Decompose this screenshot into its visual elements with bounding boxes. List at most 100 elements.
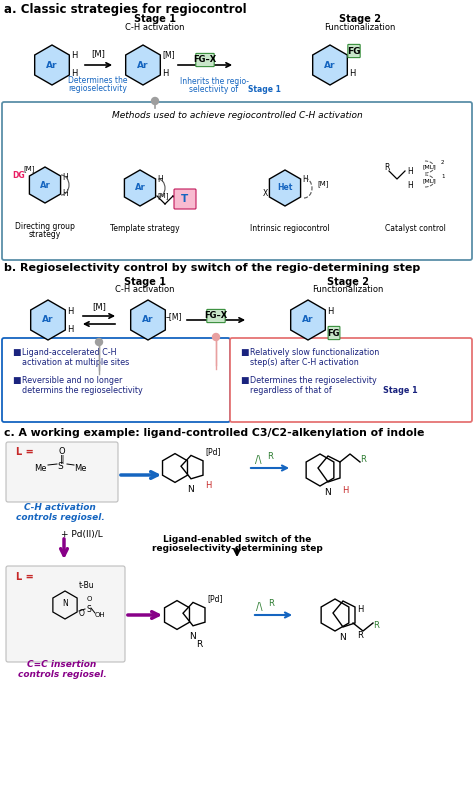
Text: H: H — [62, 189, 68, 197]
Text: Ar: Ar — [137, 61, 149, 70]
Text: OH: OH — [95, 612, 106, 618]
FancyBboxPatch shape — [207, 309, 225, 323]
Text: O: O — [87, 596, 92, 602]
Text: H: H — [357, 605, 364, 614]
FancyBboxPatch shape — [2, 102, 472, 260]
Text: H: H — [62, 173, 68, 181]
Text: C-H activation: C-H activation — [115, 285, 175, 294]
FancyBboxPatch shape — [328, 327, 340, 340]
Text: H: H — [71, 70, 77, 78]
Text: selectivity of: selectivity of — [189, 85, 241, 94]
Text: X: X — [263, 189, 268, 197]
Polygon shape — [291, 300, 325, 340]
Text: Ar: Ar — [46, 61, 58, 70]
Text: Ar: Ar — [324, 61, 336, 70]
Text: determins the regioselectivity: determins the regioselectivity — [22, 386, 143, 395]
Text: Inherits the regio-: Inherits the regio- — [181, 77, 249, 86]
Text: H: H — [407, 166, 413, 176]
Text: a. Classic strategies for regiocontrol: a. Classic strategies for regiocontrol — [4, 3, 246, 16]
Text: Ar: Ar — [40, 181, 50, 189]
Polygon shape — [29, 167, 61, 203]
Text: FG: FG — [328, 328, 340, 337]
FancyBboxPatch shape — [348, 45, 360, 58]
Text: H: H — [162, 70, 168, 78]
Text: Methods used to achieve regiocontrolled C-H activation: Methods used to achieve regiocontrolled … — [111, 111, 363, 120]
Text: 1: 1 — [441, 174, 445, 180]
Text: controls regiosel.: controls regiosel. — [16, 513, 104, 522]
Text: Me: Me — [34, 464, 46, 473]
Text: H: H — [349, 70, 356, 78]
FancyBboxPatch shape — [174, 189, 196, 209]
Text: C=C insertion: C=C insertion — [27, 660, 97, 669]
Text: N: N — [190, 632, 196, 641]
Text: S: S — [57, 462, 63, 471]
Text: Determines the: Determines the — [68, 76, 128, 85]
Text: /\: /\ — [256, 602, 263, 612]
Text: + Pd(II)/L: + Pd(II)/L — [61, 530, 103, 539]
Text: regardless of that of: regardless of that of — [250, 386, 334, 395]
Circle shape — [95, 339, 102, 345]
Text: L =: L = — [16, 572, 34, 582]
Text: controls regiosel.: controls regiosel. — [18, 670, 106, 679]
Text: H: H — [205, 481, 211, 490]
Text: H: H — [67, 324, 73, 333]
Polygon shape — [126, 45, 160, 85]
Text: Het: Het — [277, 184, 292, 193]
Text: H: H — [327, 307, 333, 316]
Text: H: H — [342, 486, 348, 495]
Text: activation at multiple sites: activation at multiple sites — [22, 358, 129, 367]
FancyBboxPatch shape — [6, 566, 125, 662]
Text: N: N — [325, 488, 331, 497]
Text: C-H activation: C-H activation — [125, 23, 185, 32]
Text: N: N — [188, 485, 194, 494]
Polygon shape — [269, 170, 301, 206]
Text: [M]: [M] — [317, 181, 328, 188]
Polygon shape — [124, 170, 155, 206]
Text: H: H — [407, 181, 413, 189]
Text: ■: ■ — [12, 376, 20, 385]
Text: –[M]: –[M] — [166, 312, 182, 321]
Text: H: H — [67, 307, 73, 316]
Text: Functionalization: Functionalization — [312, 285, 383, 294]
Text: N: N — [62, 598, 68, 607]
Polygon shape — [313, 45, 347, 85]
Text: [M]: [M] — [23, 165, 35, 173]
Text: L =: L = — [16, 447, 34, 457]
Text: t-Bu: t-Bu — [79, 581, 95, 590]
Text: C-H activation: C-H activation — [24, 503, 96, 512]
Text: Ligand-enabled switch of the: Ligand-enabled switch of the — [163, 535, 311, 544]
Text: Ar: Ar — [42, 316, 54, 324]
Text: /\: /\ — [255, 455, 262, 465]
Text: FG: FG — [347, 46, 361, 55]
Polygon shape — [35, 45, 69, 85]
Text: N: N — [340, 633, 346, 642]
Text: Me: Me — [74, 464, 86, 473]
Text: [M]: [M] — [157, 193, 168, 200]
Text: [Pd]: [Pd] — [207, 594, 222, 603]
Polygon shape — [31, 300, 65, 340]
Text: H: H — [157, 176, 163, 185]
Text: Stage 1: Stage 1 — [248, 85, 281, 94]
Text: Reversible and no longer: Reversible and no longer — [22, 376, 122, 385]
Text: 2: 2 — [441, 161, 445, 165]
Text: R: R — [384, 162, 390, 172]
Text: Ligand-accelerated C-H: Ligand-accelerated C-H — [22, 348, 117, 357]
Polygon shape — [131, 300, 165, 340]
Text: strategy: strategy — [29, 230, 61, 239]
Circle shape — [212, 333, 219, 340]
Text: Catalyst control: Catalyst control — [384, 224, 446, 233]
Text: c. A working example: ligand-controlled C3/C2-alkenylation of indole: c. A working example: ligand-controlled … — [4, 428, 424, 438]
Text: R: R — [357, 631, 363, 640]
Text: FG–X: FG–X — [204, 312, 228, 320]
Text: ■: ■ — [240, 376, 248, 385]
Text: R: R — [196, 640, 202, 649]
Text: Stage 1: Stage 1 — [134, 14, 176, 24]
Text: step(s) after C-H activation: step(s) after C-H activation — [250, 358, 359, 367]
Text: ‖: ‖ — [60, 455, 64, 464]
Text: [M]: [M] — [162, 50, 174, 59]
Text: Relatively slow functionalization: Relatively slow functionalization — [250, 348, 379, 357]
Text: regioselectivity-determining step: regioselectivity-determining step — [152, 544, 322, 553]
Text: H: H — [302, 176, 308, 185]
Text: b. Regioselectivity control by switch of the regio-determining step: b. Regioselectivity control by switch of… — [4, 263, 420, 273]
Text: [ML]: [ML] — [423, 165, 437, 169]
